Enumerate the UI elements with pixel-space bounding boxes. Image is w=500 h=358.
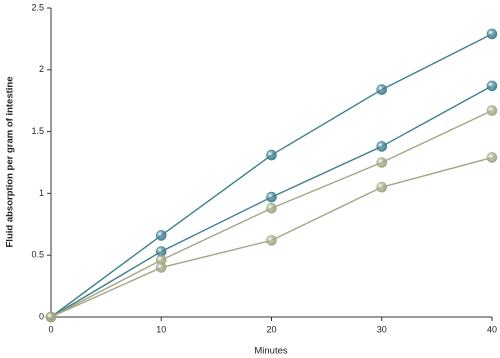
point — [486, 80, 498, 92]
x-tick-label: 30 — [377, 324, 387, 334]
y-tick-label: 0.5 — [31, 250, 44, 260]
point — [376, 157, 388, 168]
point — [155, 230, 167, 241]
point — [486, 28, 498, 40]
y-tick-label: 2 — [39, 64, 44, 74]
y-tick-label: 0 — [39, 311, 44, 321]
point — [266, 202, 277, 214]
point — [155, 262, 167, 273]
point — [486, 152, 498, 163]
point — [376, 141, 388, 152]
x-tick-label: 20 — [266, 324, 276, 334]
point — [45, 311, 57, 323]
point — [376, 181, 388, 193]
x-tick-label: 10 — [156, 324, 166, 334]
x-tick-label: 40 — [487, 324, 497, 334]
point — [266, 191, 277, 203]
point — [486, 105, 498, 116]
y-tick-label: 2.5 — [31, 2, 44, 12]
x-tick-label: 0 — [48, 324, 53, 334]
series-line — [50, 109, 493, 318]
point — [376, 84, 388, 95]
y-tick-label: 1.5 — [31, 126, 44, 136]
point — [266, 149, 277, 161]
point — [266, 235, 277, 246]
x-axis-title: Minutes — [254, 346, 288, 357]
y-axis-title: Fluid absorption per gram of intestine — [5, 76, 16, 247]
y-tick-label: 1 — [39, 188, 44, 198]
